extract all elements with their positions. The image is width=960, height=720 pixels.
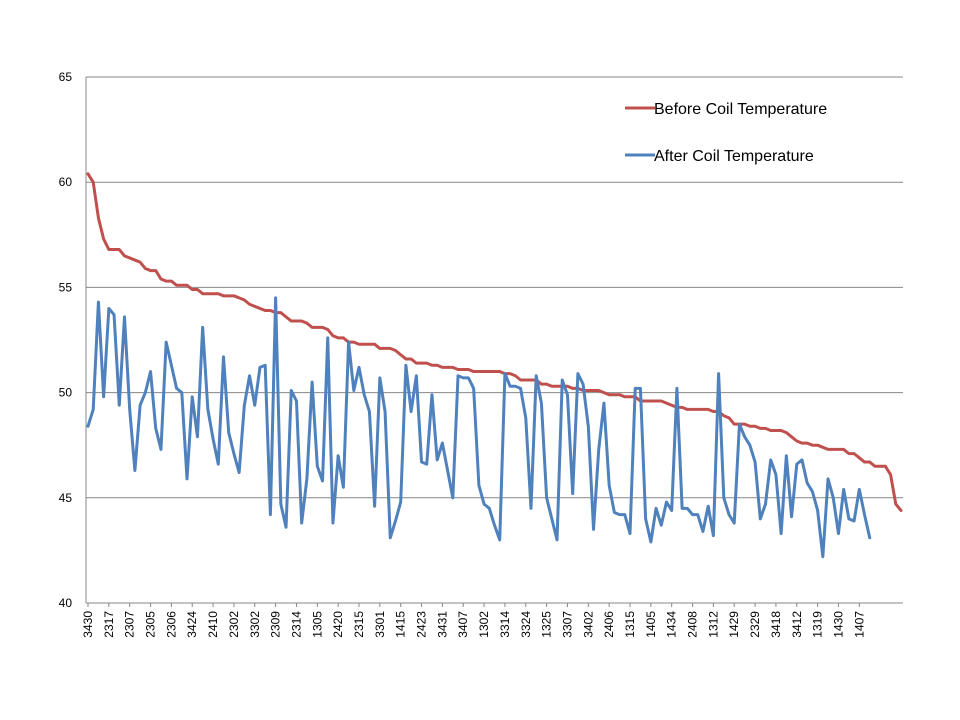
x-tick-label: 1430 <box>831 611 845 638</box>
x-tick-label: 1302 <box>477 611 491 638</box>
x-tick-label: 2406 <box>602 611 616 638</box>
x-tick-label: 1405 <box>644 611 658 638</box>
x-tick-label: 3412 <box>790 611 804 638</box>
legend-label: Before Coil Temperature <box>654 101 827 118</box>
x-tick-label: 1434 <box>665 611 679 638</box>
gridlines <box>86 76 903 499</box>
y-tick-label: 50 <box>59 386 73 400</box>
x-tick-label: 1315 <box>623 611 637 638</box>
x-tick-label: 3431 <box>435 611 449 638</box>
x-tick-label: 3407 <box>456 611 470 638</box>
x-tick-label: 1305 <box>310 611 324 638</box>
legend: Before Coil Temperature After Coil Temper… <box>625 101 827 165</box>
x-tick-label: 3301 <box>373 611 387 638</box>
x-tick-label: 1429 <box>727 611 741 638</box>
x-tick-label: 1325 <box>540 611 554 638</box>
x-tick-label: 2420 <box>331 611 345 638</box>
y-tick-label: 55 <box>59 280 73 294</box>
x-tick-label: 1415 <box>394 611 408 638</box>
legend-label: After Coil Temperature <box>654 148 814 165</box>
x-tick-label: 2302 <box>227 611 241 638</box>
x-tick-label: 3307 <box>560 611 574 638</box>
x-tick-label: 2408 <box>686 611 700 638</box>
x-tick-label: 3324 <box>519 611 533 638</box>
y-tick-label: 40 <box>59 596 73 610</box>
x-tick-label: 2306 <box>164 611 178 638</box>
x-tick-label: 3402 <box>581 611 595 638</box>
x-tick-label: 2317 <box>102 611 116 638</box>
axes: 40 45 50 55 60 65 3430 2317 2307 2305 2306 3424 2410… <box>59 70 903 638</box>
x-tick-label: 3418 <box>769 611 783 638</box>
series-line-after-coil-temperature <box>86 296 872 559</box>
x-tick-label: 2307 <box>123 611 137 638</box>
x-tick-label: 2315 <box>352 611 366 638</box>
x-tick-label: 1312 <box>706 611 720 638</box>
x-tick-label: 2305 <box>144 611 158 638</box>
x-tick-label: 2329 <box>748 611 762 638</box>
y-tick-label: 60 <box>59 175 73 189</box>
y-tick-label: 45 <box>59 491 73 505</box>
series-line-before-coil-temperature <box>86 172 903 512</box>
x-tick-label: 2309 <box>269 611 283 638</box>
x-tick-label: 1319 <box>811 611 825 638</box>
x-tick-label: 3430 <box>81 611 95 638</box>
x-tick-label: 2410 <box>206 611 220 638</box>
x-tick-label: 1407 <box>852 611 866 638</box>
x-tick-label: 3302 <box>248 611 262 638</box>
x-tick-label: 2314 <box>289 611 303 638</box>
y-tick-label: 65 <box>59 70 73 84</box>
x-tick-label: 3314 <box>498 611 512 638</box>
series-lines <box>86 172 903 559</box>
x-tick-label: 2423 <box>415 611 429 638</box>
x-tick-label: 3424 <box>185 611 199 638</box>
